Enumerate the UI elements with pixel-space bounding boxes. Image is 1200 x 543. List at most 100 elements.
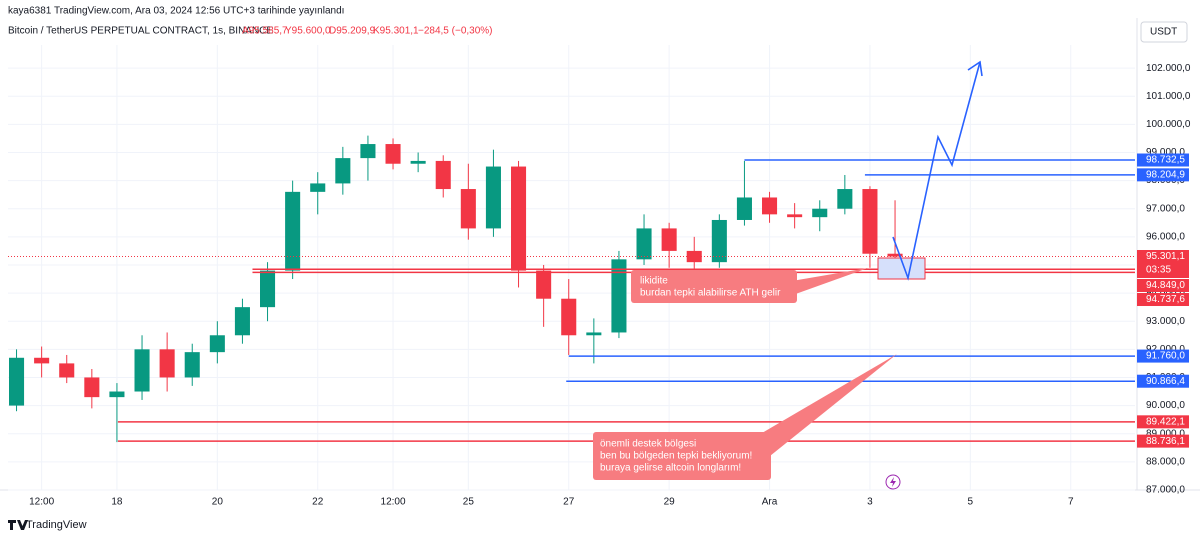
candle-body [762, 197, 778, 215]
candle-body [586, 332, 602, 336]
candle-body [611, 259, 627, 333]
price-label [1137, 279, 1189, 293]
candle-body [435, 160, 451, 190]
candle-body [184, 352, 200, 378]
candle-body [561, 298, 577, 336]
candle-body [812, 208, 828, 218]
candle-body [736, 197, 752, 220]
ohlc-open: A95.585,7 [242, 26, 288, 37]
x-tick-label: 12:00 [381, 497, 406, 508]
callout-text: burdan tepki alabilirse ATH gelir [640, 288, 781, 299]
y-tick-label: 96.000,0 [1146, 231, 1185, 242]
y-tick-label: 92.000,0 [1146, 344, 1185, 355]
candle-body [536, 270, 552, 299]
candle-body [260, 270, 276, 308]
y-tick-label: 89.000,0 [1146, 428, 1185, 439]
price-label-text: 95.301,1 [1146, 251, 1185, 262]
callout-text: önemli destek bölgesi [600, 439, 696, 450]
callout-text: ben bu bölgeden tepki bekliyorum! [600, 451, 752, 462]
candle-body [134, 349, 150, 392]
symbol: Bitcoin / TetherUS PERPETUAL CONTRACT, 1… [8, 26, 273, 37]
ohlc-close: K95.301,1 [373, 26, 419, 37]
x-tick-label: 7 [1068, 497, 1074, 508]
y-tick-label: 93.000,0 [1146, 316, 1185, 327]
arrow-head [967, 60, 983, 77]
callout-text: buraya gelirse altcoin longlarım! [600, 463, 741, 474]
y-tick-label: 102.000,0 [1146, 63, 1191, 74]
candle-body [661, 228, 677, 251]
candle-body [410, 160, 426, 164]
brand-logo [8, 520, 28, 530]
candle-body [59, 363, 75, 378]
candle-body [34, 357, 50, 364]
candle-body [787, 214, 803, 218]
x-tick-label: 29 [664, 497, 676, 508]
price-label [1137, 349, 1189, 363]
price-label-text: 98.732,5 [1146, 155, 1185, 166]
price-label-text: 94.737,6 [1146, 294, 1185, 305]
x-tick-label: 3 [867, 497, 873, 508]
candle-body [887, 253, 903, 257]
x-tick-label: 12:00 [29, 497, 54, 508]
ohlc-high: Y95.600,0 [285, 26, 331, 37]
price-label [1137, 293, 1189, 307]
price-label-text: 94.849,0 [1146, 280, 1185, 291]
price-label [1137, 250, 1189, 279]
candle-body [360, 144, 376, 159]
price-label-text: 88.736,1 [1146, 436, 1185, 447]
price-label [1137, 415, 1189, 429]
countdown: 03:35 [1146, 265, 1171, 276]
candle-body [84, 377, 100, 398]
price-label [1137, 434, 1189, 448]
price-label [1137, 153, 1189, 167]
candle-body [109, 391, 125, 398]
callout [631, 270, 797, 303]
x-tick-label: 22 [312, 497, 324, 508]
price-label [1137, 374, 1189, 388]
candle-body [837, 189, 853, 209]
candle-body [460, 189, 476, 229]
x-tick-label: 20 [212, 497, 224, 508]
y-tick-label: 100.000,0 [1146, 119, 1191, 130]
candle-body [636, 228, 652, 260]
currency-box[interactable] [1140, 21, 1188, 43]
price-label-text: 89.422,1 [1146, 416, 1185, 427]
brand: TradingView [26, 519, 87, 531]
candle-body [159, 349, 175, 378]
y-tick-label: 88.000,0 [1146, 456, 1185, 467]
callout [593, 432, 771, 480]
candle-body [511, 166, 527, 271]
candle-body [335, 158, 351, 184]
price-label-text: 91.760,0 [1146, 351, 1185, 362]
candle-body [862, 189, 878, 254]
currency: USDT [1150, 27, 1177, 38]
x-tick-label: 5 [968, 497, 974, 508]
candle-body [9, 357, 25, 406]
ohlc-low: D95.209,9 [329, 26, 376, 37]
candle-body [385, 144, 401, 164]
callout-pointer [780, 268, 868, 296]
x-tick-label: 27 [563, 497, 575, 508]
y-tick-label: 99.000,0 [1146, 147, 1185, 158]
candle-body [686, 250, 702, 263]
y-tick-label: 101.000,0 [1146, 91, 1191, 102]
candle-body [485, 166, 501, 229]
price-label [1137, 168, 1189, 182]
event-icon [890, 477, 896, 487]
candle-body [310, 183, 326, 192]
price-label-text: 90.866,4 [1146, 376, 1185, 387]
callout-pointer [750, 354, 897, 460]
candle-body [234, 307, 250, 336]
candle-body [209, 335, 225, 353]
candle-body [711, 219, 727, 263]
callout-text: likidite [640, 276, 668, 287]
y-tick-label: 87.000,0 [1146, 485, 1185, 496]
y-tick-label: 90.000,0 [1146, 400, 1185, 411]
y-tick-label: 97.000,0 [1146, 203, 1185, 214]
price-label-text: 98.204,9 [1146, 169, 1185, 180]
candle-body [285, 191, 301, 271]
x-tick-label: Ara [762, 497, 778, 508]
ohlc-change: −284,5 (−0,30%) [418, 26, 493, 37]
x-tick-label: 25 [463, 497, 475, 508]
